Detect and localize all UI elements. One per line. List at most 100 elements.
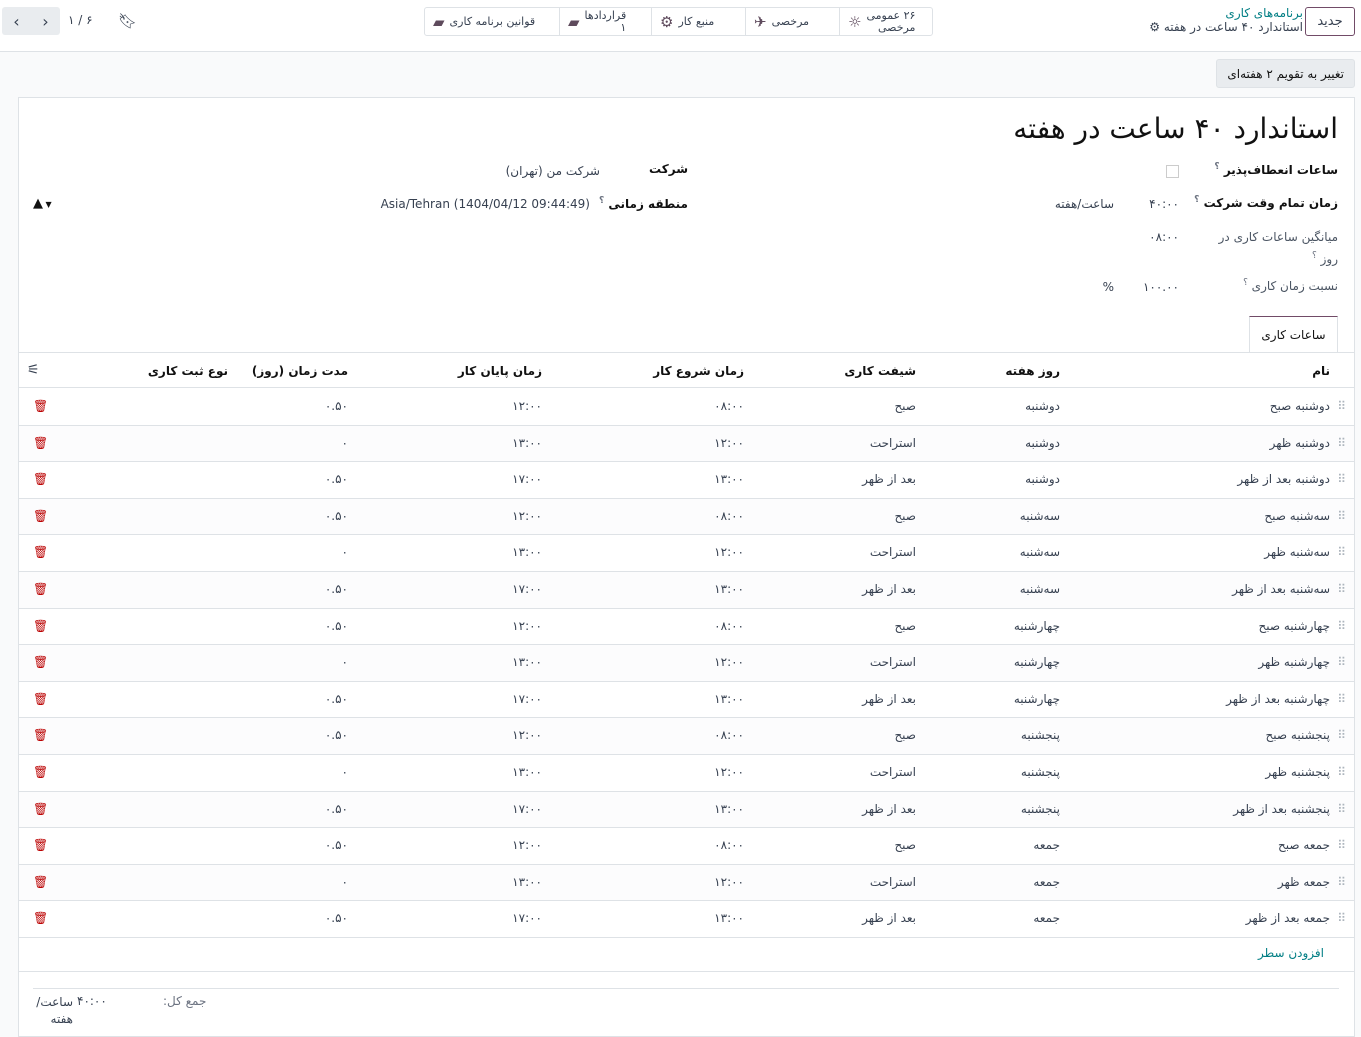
cell-end[interactable]: ۱۷:۰۰ [512,582,542,596]
pager-value[interactable]: ۶ / ۱ [68,13,93,27]
drag-handle-icon[interactable]: ⠿ [1337,801,1346,816]
cell-duration[interactable]: ۰.۵۰ [324,508,348,523]
smart-button[interactable]: ▰ قراردادها ۱ [559,8,651,35]
trash-icon[interactable]: 🗑︎ [33,435,49,450]
cell-start[interactable]: ۱۲:۰۰ [714,765,744,779]
table-row[interactable]: ⠿ سه‌شنبه بعد از ظهر سه‌شنبه بعد از ظهر ۱۳:۰… [19,572,1354,609]
cell-name[interactable]: سه‌شنبه بعد از ظهر [1232,582,1330,596]
timezone-value[interactable]: Asia/Tehran (1404/04/12 09:44:49) [380,197,590,211]
cell-shift[interactable]: بعد از ظهر [862,582,916,596]
cell-day[interactable]: جمعه [1033,874,1060,889]
cell-name[interactable]: جمعه بعد از ظهر [1245,911,1330,926]
table-row[interactable]: ⠿ چهارشنبه صبح چهارشنبه صبح ۰۸:۰۰ ۱۲:۰۰ ۰.۵۰ 🗑︎ [19,609,1354,646]
cell-shift[interactable]: استراحت [869,545,916,560]
bookmark-icon[interactable]: 🔖︎ [118,12,138,30]
cell-end[interactable]: ۱۲:۰۰ [512,728,542,743]
cell-shift[interactable]: صبح [894,728,916,743]
cell-day[interactable]: دوشنبه [1025,435,1060,450]
cell-shift[interactable]: بعد از ظهر [862,691,916,706]
column-header-name[interactable]: نام [1312,364,1330,378]
drag-handle-icon[interactable]: ⠿ [1337,435,1346,450]
column-header-end[interactable]: زمان پایان کار [457,364,542,378]
cell-shift[interactable]: بعد از ظهر [862,911,916,926]
cell-shift[interactable]: استراحت [869,655,916,670]
cell-end[interactable]: ۱۳:۰۰ [512,874,542,889]
trash-icon[interactable]: 🗑︎ [33,472,49,487]
warning-icon[interactable]: ▲ ▼ [33,196,52,211]
cell-duration[interactable]: ۰ [341,765,348,779]
cell-start[interactable]: ۱۳:۰۰ [714,691,744,706]
cell-start[interactable]: ۱۳:۰۰ [714,801,744,816]
cell-day[interactable]: چهارشنبه [1013,618,1060,633]
cell-shift[interactable]: صبح [894,618,916,633]
gear-icon[interactable]: ⚙ [1149,20,1160,34]
trash-icon[interactable]: 🗑︎ [33,874,49,889]
column-header-type[interactable]: نوع ثبت کاری [147,364,228,378]
cell-shift[interactable]: صبح [894,508,916,523]
drag-handle-icon[interactable]: ⠿ [1337,691,1346,706]
drag-handle-icon[interactable]: ⠿ [1337,655,1346,670]
cell-end[interactable]: ۱۷:۰۰ [512,691,542,706]
cell-day[interactable]: دوشنبه [1025,472,1060,487]
drag-handle-icon[interactable]: ⠿ [1337,508,1346,523]
table-row[interactable]: ⠿ دوشنبه صبح دوشنبه صبح ۰۸:۰۰ ۱۲:۰۰ ۰.۵۰ 🗑︎ [19,389,1354,426]
cell-end[interactable]: ۱۲:۰۰ [512,838,542,853]
column-settings-icon[interactable]: ⚟ [27,362,40,378]
cell-start[interactable]: ۱۲:۰۰ [714,655,744,670]
cell-start[interactable]: ۰۸:۰۰ [714,508,744,523]
cell-name[interactable]: دوشنبه ظهر [1269,435,1330,450]
cell-shift[interactable]: صبح [894,399,916,413]
table-row[interactable]: ⠿ پنجشنبه ظهر پنجشنبه استراحت ۱۲:۰۰ ۱۳:۰۰ ۰ 🗑︎ [19,755,1354,792]
cell-day[interactable]: دوشنبه [1025,399,1060,413]
company-value[interactable]: شرکت من (تهران) [505,164,600,178]
cell-name[interactable]: پنجشنبه ظهر [1265,765,1330,779]
new-button[interactable]: جدید [1305,7,1355,36]
cell-name[interactable]: جمعه صبح [1278,838,1330,853]
fulltime-value[interactable]: ۴۰:۰۰ [1149,197,1179,211]
table-row[interactable]: ⠿ جمعه ظهر جمعه استراحت ۱۲:۰۰ ۱۳:۰۰ ۰ 🗑︎ [19,864,1354,902]
cell-start[interactable]: ۰۸:۰۰ [714,618,744,633]
cell-duration[interactable]: ۰.۵۰ [324,582,348,596]
drag-handle-icon[interactable]: ⠿ [1337,838,1346,853]
cell-duration[interactable]: ۰ [341,874,348,889]
add-line-link[interactable]: افزودن سطر [1258,946,1324,960]
trash-icon[interactable]: 🗑︎ [33,728,49,743]
flexible-checkbox[interactable] [1166,165,1179,178]
cell-end[interactable]: ۱۷:۰۰ [512,801,542,816]
table-row[interactable]: ⠿ دوشنبه ظهر دوشنبه استراحت ۱۲:۰۰ ۱۳:۰۰ ۰ 🗑︎ [19,425,1354,463]
table-row[interactable]: ⠿ سه‌شنبه ظهر سه‌شنبه استراحت ۱۲:۰۰ ۱۳:۰۰ ۰ 🗑︎ [19,535,1354,572]
drag-handle-icon[interactable]: ⠿ [1337,874,1346,889]
cell-shift[interactable]: بعد از ظهر [862,801,916,816]
cell-start[interactable]: ۱۲:۰۰ [714,545,744,560]
switch-two-week-button[interactable]: تغییر به تقویم ۲ هفته‌ای [1216,59,1355,88]
cell-duration[interactable]: ۰.۵۰ [324,838,348,853]
drag-handle-icon[interactable]: ⠿ [1337,911,1346,926]
smart-button[interactable]: ☼ ۲۶ عمومی مرخصی [839,8,932,35]
cell-duration[interactable]: ۰.۵۰ [324,472,348,487]
help-icon[interactable]: ؟ [1194,195,1200,205]
cell-day[interactable]: پنجشنبه [1020,765,1060,779]
cell-duration[interactable]: ۰.۵۰ [324,691,348,706]
drag-handle-icon[interactable]: ⠿ [1337,545,1346,560]
cell-day[interactable]: سه‌شنبه [1019,508,1060,523]
cell-day[interactable]: پنجشنبه [1020,728,1060,743]
cell-name[interactable]: جمعه ظهر [1277,874,1330,889]
cell-end[interactable]: ۱۲:۰۰ [512,618,542,633]
cell-day[interactable]: پنجشنبه [1020,801,1060,816]
cell-name[interactable]: سه‌شنبه صبح [1264,508,1330,523]
trash-icon[interactable]: 🗑︎ [33,618,49,633]
cell-duration[interactable]: ۰.۵۰ [324,728,348,743]
table-row[interactable]: ⠿ دوشنبه بعد از ظهر دوشنبه بعد از ظهر ۱۳:۰۰ ۱… [19,462,1354,499]
column-header-shift[interactable]: شیفت کاری [844,364,916,378]
drag-handle-icon[interactable]: ⠿ [1337,582,1346,596]
smart-button[interactable]: ✈ مرخصی [745,8,839,35]
cell-name[interactable]: پنجشنبه بعد از ظهر [1233,801,1330,816]
table-row[interactable]: ⠿ چهارشنبه بعد از ظهر چهارشنبه بعد از ظهر ۱۳… [19,682,1354,719]
tab-working-hours[interactable]: ساعات کاری [1249,316,1338,353]
trash-icon[interactable]: 🗑︎ [33,838,49,853]
cell-name[interactable]: چهارشنبه صبح [1258,618,1330,633]
trash-icon[interactable]: 🗑︎ [33,765,49,779]
cell-start[interactable]: ۱۳:۰۰ [714,472,744,487]
table-row[interactable]: ⠿ پنجشنبه صبح پنجشنبه صبح ۰۸:۰۰ ۱۲:۰۰ ۰.۵۰ 🗑︎ [19,718,1354,755]
cell-duration[interactable]: ۰.۵۰ [324,911,348,926]
